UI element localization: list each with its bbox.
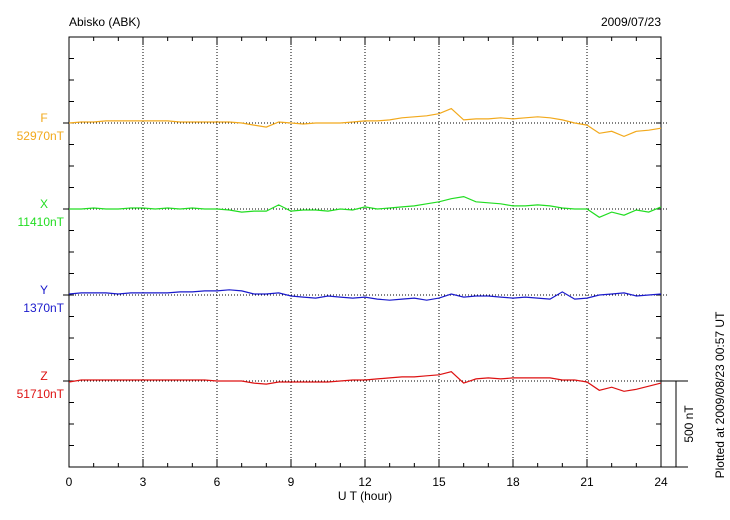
series-name: F [40,111,47,125]
x-tick-label: 0 [66,475,73,489]
x-tick-label: 12 [358,475,372,489]
x-axis-label: U T (hour) [338,489,392,503]
x-tick-label: 15 [432,475,446,489]
plotted-note: Plotted at 2009/08/23 00:57 UT [713,311,727,478]
series-name: Z [40,369,47,383]
baseline-label: 52970nT [17,129,65,143]
x-tick-label: 3 [140,475,147,489]
series-line [69,195,662,218]
x-tick-label: 18 [506,475,520,489]
x-tick-label: 24 [654,475,668,489]
baseline-label: 11410nT [18,215,65,229]
x-tick-label: 6 [214,475,221,489]
series-line [68,107,662,138]
baseline-label: 51710nT [17,387,65,401]
scale-bar-label: 500 nT [682,405,696,443]
x-tick-label: 9 [288,475,295,489]
series-name: X [40,197,48,211]
chart-title: Abisko (ABK) [69,15,140,29]
date: 2009/07/23 [601,15,661,29]
series-line [68,289,662,301]
series-line [68,371,662,392]
x-tick-label: 21 [580,475,594,489]
baseline-label: 1370nT [23,301,64,315]
series-name: Y [40,283,48,297]
plot-frame [68,36,662,468]
